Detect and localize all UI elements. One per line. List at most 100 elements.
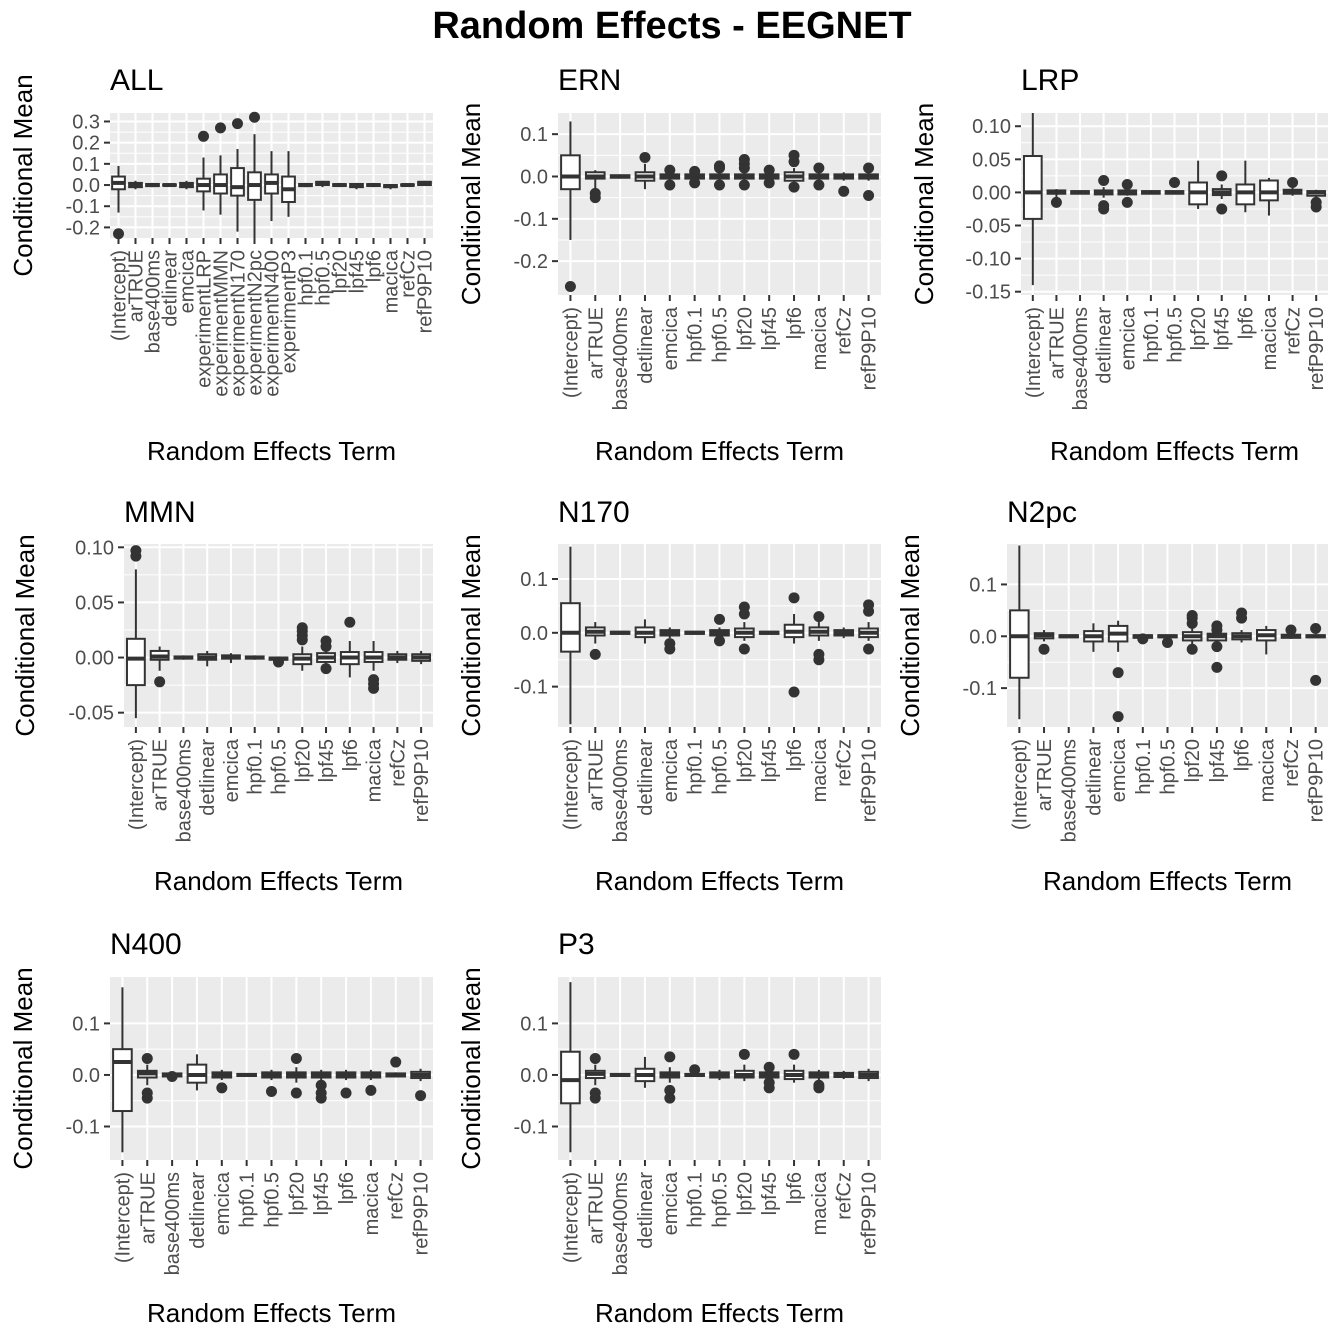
x-tick-label: arTRUE	[585, 1172, 607, 1244]
outlier-point	[1285, 624, 1297, 636]
panel-title: N170	[558, 496, 630, 529]
box-macica	[360, 1069, 382, 1096]
x-axis-title: Random Effects Term	[147, 1298, 396, 1328]
outlier-point	[249, 111, 260, 123]
outlier-point	[368, 674, 380, 686]
x-tick-label: experimentMMN	[211, 250, 233, 397]
x-tick-label: refP9P10	[1306, 307, 1328, 390]
box-lpf6	[783, 1048, 805, 1083]
x-tick-label: refP9P10	[411, 1172, 433, 1255]
x-tick-label: lpf45	[311, 1172, 333, 1215]
box-lpf6	[783, 592, 805, 698]
outlier-point	[813, 648, 825, 660]
x-tick-label: arTRUE	[126, 250, 148, 322]
panel-mmn: -0.05 0.00 0.05 0.10 (Intercept) arTRUE base40…	[10, 496, 433, 896]
x-tick-label: refCz	[1281, 739, 1303, 787]
x-axis-title: Random Effects Term	[595, 866, 844, 896]
box-emcica	[1107, 620, 1129, 723]
x-tick-label: base400ms	[610, 739, 632, 842]
box-(Intercept)	[560, 121, 581, 293]
outlier-point	[714, 635, 725, 647]
x-tick-label: base400ms	[143, 250, 165, 353]
box-refCz	[833, 172, 855, 197]
x-tick-label: refCz	[834, 307, 856, 355]
box-hpf0.5	[709, 613, 730, 647]
x-tick-label: arTRUE	[137, 1172, 159, 1244]
box-experimentMMN	[213, 122, 228, 215]
box-base400ms	[1058, 634, 1079, 639]
outlier-point	[788, 181, 800, 193]
x-tick-label: macica	[809, 1171, 831, 1235]
box-lpf20	[734, 1048, 755, 1082]
outlier-point	[390, 1056, 402, 1068]
x-axis-title: Random Effects Term	[147, 436, 396, 466]
box-iqr	[1022, 155, 1043, 220]
box-refP9P10	[417, 180, 432, 187]
box-lpf45	[316, 635, 336, 675]
y-axis-title: Conditional Mean	[10, 534, 40, 736]
x-tick-label: hpf0.1	[1133, 739, 1155, 795]
x-tick-label: arTRUE	[150, 739, 172, 811]
box-emcica	[659, 164, 681, 191]
y-tick-label: -0.2	[514, 251, 548, 273]
y-tick-label: 0.1	[72, 154, 100, 176]
x-tick-label: lpf20	[1182, 739, 1204, 782]
box-lpf45	[758, 1061, 780, 1094]
box-refCz	[385, 1056, 407, 1078]
x-tick-label: lpf20	[330, 250, 352, 293]
box-base400ms	[173, 655, 194, 660]
box-iqr	[560, 1050, 581, 1105]
x-tick-label: detlinear	[1083, 739, 1105, 816]
outlier-point	[863, 643, 875, 655]
box-refP9P10	[411, 650, 432, 665]
box-hpf0.5	[709, 160, 730, 191]
x-tick-label: refP9P10	[411, 739, 433, 822]
box-refCz	[833, 627, 855, 639]
outlier-point	[738, 1048, 750, 1060]
x-tick-label: emcica	[660, 1171, 682, 1235]
x-tick-label: (Intercept)	[109, 250, 131, 341]
box-lpf45	[758, 630, 780, 635]
box-hpf0.1	[684, 1064, 705, 1077]
x-tick-label: refP9P10	[859, 307, 881, 390]
y-tick-label: 0.0	[72, 1065, 100, 1087]
y-tick-label: 0.10	[972, 116, 1011, 138]
panel-title: N400	[110, 928, 182, 961]
x-tick-label: detlinear	[635, 1172, 657, 1249]
box-hpf0.1	[684, 630, 705, 635]
panel-n170: -0.1 0.0 0.1 (Intercept) arTRUE base400ms detl…	[456, 496, 881, 896]
box-macica	[808, 162, 830, 191]
outlier-point	[1186, 643, 1198, 655]
y-axis-title: Conditional Mean	[456, 534, 486, 736]
x-tick-label: arTRUE	[1046, 307, 1068, 379]
x-tick-label: lpf45	[759, 1172, 781, 1215]
outlier-point	[838, 185, 850, 197]
x-tick-label: macica	[361, 1171, 383, 1235]
y-tick-label: 0.0	[520, 1065, 548, 1087]
y-axis-title: Conditional Mean	[909, 103, 939, 305]
outlier-point	[689, 165, 701, 177]
x-tick-label: hpf0.1	[1141, 307, 1163, 363]
x-tick-label: lpf6	[784, 307, 806, 339]
x-tick-label: experimentN2pc	[245, 250, 267, 396]
box-macica	[1256, 625, 1277, 655]
box-emcica	[211, 1069, 233, 1094]
x-tick-label: macica	[364, 738, 386, 802]
box-macica	[1259, 177, 1279, 216]
outlier-point	[320, 635, 332, 647]
outlier-point	[788, 149, 800, 161]
outlier-point	[141, 1087, 153, 1099]
outlier-point	[1121, 178, 1133, 190]
outlier-point	[141, 1052, 153, 1064]
outlier-point	[1211, 641, 1223, 653]
outlier-point	[266, 1085, 277, 1097]
box-iqr	[560, 154, 581, 191]
panel-title: ERN	[558, 64, 621, 97]
panel-p3: -0.1 0.0 0.1 (Intercept) arTRUE base400ms detl…	[456, 928, 881, 1328]
y-tick-label: -0.1	[514, 677, 548, 699]
y-tick-label: -0.10	[965, 249, 1011, 271]
box-(Intercept)	[560, 546, 581, 725]
box-arTRUE	[1033, 630, 1055, 655]
x-tick-label: hpf0.1	[245, 739, 267, 795]
